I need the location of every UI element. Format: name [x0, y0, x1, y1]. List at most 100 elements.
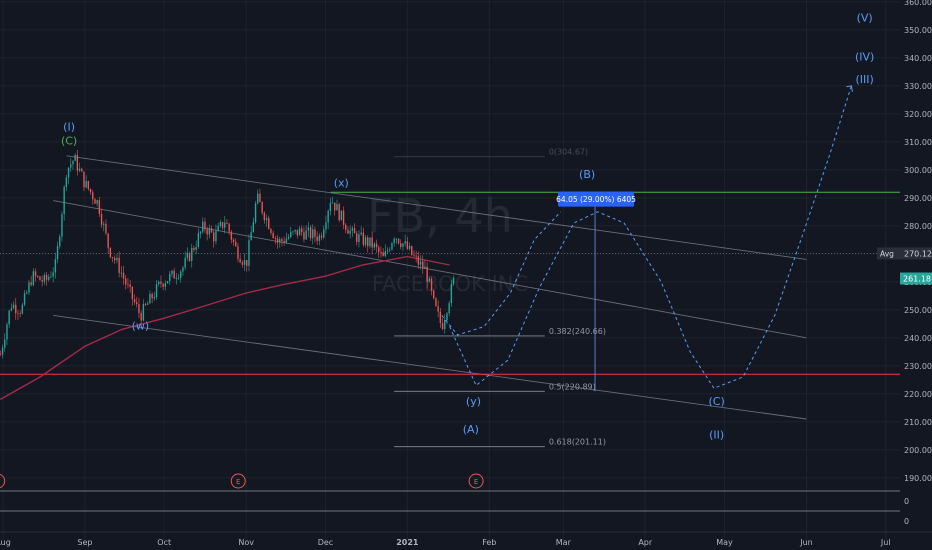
- candle: [239, 258, 241, 263]
- candle: [17, 313, 19, 314]
- price-tick-label: 210.00: [904, 418, 932, 427]
- candle: [329, 202, 332, 211]
- wave-label: (I): [63, 121, 75, 134]
- candle: [228, 223, 230, 232]
- projection-arrowhead: [846, 85, 853, 92]
- candle: [61, 214, 63, 237]
- pane-tick-label: 0: [904, 517, 909, 526]
- candle: [358, 234, 360, 242]
- candle: [404, 241, 406, 244]
- candle: [72, 161, 74, 165]
- candle: [94, 199, 96, 204]
- candle: [129, 284, 131, 287]
- candle: [160, 281, 162, 284]
- candle: [166, 281, 169, 284]
- candles: [0, 150, 455, 359]
- candle: [397, 238, 400, 244]
- candle: [312, 229, 314, 239]
- candle: [103, 223, 105, 225]
- candle: [210, 228, 213, 233]
- candle: [279, 239, 281, 243]
- candle: [285, 238, 288, 243]
- channel-line: [53, 200, 807, 339]
- time-tick-label: Feb: [482, 538, 496, 547]
- candle: [336, 204, 338, 211]
- candle: [347, 229, 349, 234]
- candle: [314, 229, 316, 237]
- candle: [320, 235, 323, 238]
- candle: [437, 306, 439, 312]
- candle: [415, 255, 417, 257]
- candle: [1, 347, 4, 355]
- candle: [15, 304, 17, 314]
- earnings-marker: [0, 473, 6, 489]
- candle: [133, 299, 136, 303]
- candle: [435, 298, 437, 307]
- candle: [87, 180, 90, 189]
- pane-tick-label: 0: [904, 497, 909, 506]
- price-tick-label: 240.00: [904, 334, 932, 343]
- time-tick-label: Dec: [318, 538, 333, 547]
- candle: [70, 164, 72, 168]
- candle: [114, 258, 116, 261]
- candle: [270, 229, 272, 233]
- candle: [206, 229, 208, 235]
- fib-level-label: 0.382(240.66): [549, 327, 606, 336]
- candle: [382, 252, 384, 257]
- candle: [32, 271, 35, 285]
- time-tick-label: Oct: [157, 538, 171, 547]
- time-tick-label: Aug: [0, 538, 11, 547]
- projection-path-secondary: [441, 211, 562, 336]
- candle: [56, 246, 59, 260]
- candle: [219, 222, 222, 226]
- price-tick-label: 310.00: [904, 138, 932, 147]
- candle: [395, 238, 398, 240]
- candle: [424, 266, 426, 269]
- candle: [384, 251, 387, 257]
- watermark-name: FACEBOOK INC: [372, 272, 528, 296]
- candle: [8, 310, 10, 325]
- candle: [83, 171, 85, 188]
- candle: [274, 238, 277, 239]
- candle: [182, 267, 184, 272]
- measure-label-box: [558, 191, 635, 207]
- wave-label: (C): [708, 395, 724, 408]
- candle: [138, 304, 140, 314]
- candle: [430, 278, 433, 291]
- candle: [389, 249, 391, 251]
- candle: [180, 271, 182, 278]
- candle: [281, 239, 283, 241]
- candle: [265, 218, 268, 221]
- candle: [96, 200, 98, 204]
- candle: [356, 233, 358, 242]
- candle: [263, 212, 266, 221]
- candle: [144, 303, 147, 305]
- price-tick-label: 280.00: [904, 222, 932, 231]
- candle: [195, 246, 197, 250]
- candle: [224, 222, 226, 228]
- candle: [342, 210, 345, 225]
- candle: [446, 313, 448, 321]
- candle: [30, 282, 32, 285]
- time-tick-label: Jun: [799, 538, 813, 547]
- last-price-tag-label: 261.18: [903, 274, 931, 283]
- last-price-tag: [900, 272, 932, 285]
- candle: [48, 276, 50, 280]
- candle: [125, 278, 127, 285]
- candle: [307, 227, 310, 231]
- candle: [162, 283, 164, 287]
- candle: [259, 193, 261, 203]
- price-tick-label: 330.00: [904, 82, 932, 91]
- time-tick-label: Mar: [556, 538, 572, 547]
- candle: [140, 313, 142, 321]
- candle: [54, 259, 57, 273]
- candle: [364, 237, 367, 245]
- candle: [303, 232, 305, 240]
- candle: [316, 236, 318, 241]
- candle: [351, 228, 354, 231]
- candle: [373, 243, 376, 248]
- candle: [294, 229, 296, 232]
- candle: [63, 186, 65, 215]
